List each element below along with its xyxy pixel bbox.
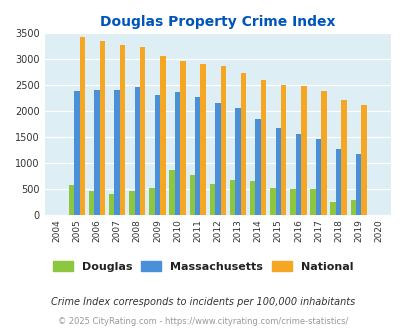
Bar (134, 87, 140, 214)
Bar (275, 128, 280, 214)
Bar (330, 202, 335, 214)
Bar (280, 85, 286, 214)
Bar (320, 91, 326, 214)
Bar (175, 92, 180, 214)
Bar (341, 100, 346, 214)
Bar (315, 139, 320, 214)
Bar (309, 189, 315, 214)
Bar (79, 37, 85, 215)
Bar (240, 74, 245, 215)
Bar (301, 86, 306, 214)
Bar (154, 95, 160, 214)
Bar (350, 200, 355, 214)
Bar (220, 66, 226, 214)
Bar (355, 154, 360, 214)
Bar (140, 48, 145, 214)
Title: Douglas Property Crime Index: Douglas Property Crime Index (100, 15, 335, 29)
Bar (200, 64, 205, 214)
Bar (209, 184, 215, 214)
Bar (249, 181, 255, 214)
Bar (89, 191, 94, 214)
Bar (100, 41, 105, 214)
Bar (260, 80, 266, 214)
Bar (360, 105, 366, 214)
Bar (149, 188, 154, 215)
Bar (234, 108, 240, 214)
Bar (189, 175, 194, 214)
Bar (68, 185, 74, 214)
Bar (119, 45, 125, 214)
Bar (74, 91, 79, 214)
Bar (295, 134, 301, 214)
Bar (229, 180, 234, 214)
Bar (269, 188, 275, 215)
Bar (290, 189, 295, 214)
Text: © 2025 CityRating.com - https://www.cityrating.com/crime-statistics/: © 2025 CityRating.com - https://www.city… (58, 317, 347, 326)
Text: Crime Index corresponds to incidents per 100,000 inhabitants: Crime Index corresponds to incidents per… (51, 297, 354, 307)
Legend: Douglas, Massachusetts, National: Douglas, Massachusetts, National (48, 257, 357, 277)
Bar (129, 191, 134, 214)
Bar (255, 118, 260, 214)
Bar (335, 149, 341, 214)
Bar (169, 170, 175, 215)
Bar (194, 97, 200, 214)
Bar (160, 56, 165, 214)
Bar (114, 90, 119, 214)
Bar (215, 103, 220, 214)
Bar (94, 90, 100, 214)
Bar (180, 61, 185, 214)
Bar (109, 194, 114, 214)
